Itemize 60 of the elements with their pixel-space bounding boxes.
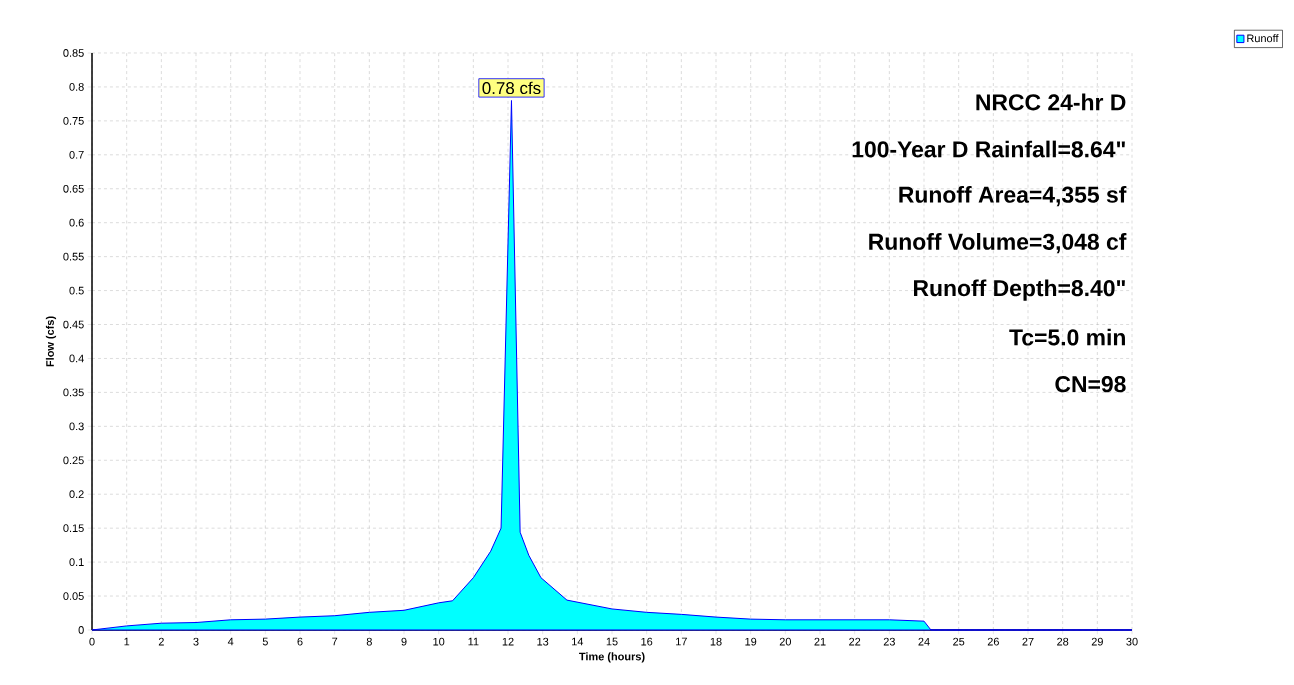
x-tick-label: 9 <box>401 637 407 646</box>
x-tick-label: 27 <box>1022 637 1034 646</box>
annotation: NRCC 24-hr D <box>976 93 1126 111</box>
legend-label: Runoff <box>1247 34 1279 43</box>
x-tick-label: 1 <box>124 637 130 646</box>
y-tick-label: 0.35 <box>63 388 84 397</box>
x-tick-label: 11 <box>468 637 479 646</box>
x-tick-label: 28 <box>1057 637 1069 646</box>
y-axis-title: Flow (cfs) <box>45 316 57 367</box>
x-tick-label: 8 <box>366 637 372 646</box>
x-tick-label: 17 <box>676 637 687 646</box>
x-tick-label: 22 <box>849 637 861 646</box>
x-tick-label: 0 <box>89 637 95 646</box>
x-axis-title: Time (hours) <box>579 652 645 663</box>
x-tick-label: 13 <box>537 637 549 646</box>
x-tick-label: 20 <box>779 637 791 646</box>
x-tick-label: 29 <box>1091 637 1103 646</box>
x-tick-label: 24 <box>918 637 930 646</box>
x-tick-label: 10 <box>433 637 445 646</box>
y-tick-label: 0.3 <box>69 422 84 431</box>
y-tick-label: 0.55 <box>63 252 84 261</box>
annotation: Runoff Volume=3,048 cf <box>869 233 1127 254</box>
y-tick-label: 0.1 <box>69 558 84 566</box>
y-tick-label: 0 <box>78 626 84 634</box>
y-tick-label: 0.15 <box>63 524 84 533</box>
x-tick-label: 18 <box>710 637 722 646</box>
y-tick-label: 0.25 <box>63 456 84 465</box>
x-tick-label: 6 <box>297 637 303 646</box>
y-tick-label: 0.6 <box>69 218 84 227</box>
y-tick-label: 0.7 <box>69 150 84 159</box>
y-tick-label: 0.65 <box>63 184 84 193</box>
x-tick-label: 21 <box>814 637 826 646</box>
x-tick-label: 2 <box>158 637 164 646</box>
y-tick-label: 0.45 <box>63 320 84 329</box>
x-tick-label: 3 <box>193 637 199 646</box>
y-tick-label: 0.4 <box>69 354 84 363</box>
x-tick-label: 26 <box>987 637 999 646</box>
y-tick-label: 0.2 <box>69 490 84 499</box>
annotation: 0.78 cfs <box>482 81 541 95</box>
x-tick-label: 30 <box>1126 637 1138 646</box>
y-tick-label: 0.05 <box>63 592 84 600</box>
annotation: Runoff Area=4,355 sf <box>899 186 1127 207</box>
x-tick-label: 16 <box>641 637 653 646</box>
annotation: 100-Year D Rainfall=8.64" <box>852 140 1125 158</box>
y-tick-label: 0.75 <box>63 117 84 125</box>
x-tick-label: 14 <box>572 637 584 646</box>
y-tick-label: 0.5 <box>69 286 84 295</box>
annotation: Runoff Depth=8.40" <box>914 279 1125 301</box>
x-tick-label: 25 <box>953 637 965 646</box>
x-tick-label: 15 <box>606 637 618 646</box>
x-tick-label: 7 <box>332 637 338 646</box>
x-tick-label: 23 <box>883 637 895 646</box>
x-tick-label: 19 <box>745 637 757 646</box>
x-tick-label: 4 <box>227 637 234 646</box>
y-tick-label: 0.8 <box>69 83 84 91</box>
annotation: CN=98 <box>1055 376 1126 393</box>
annotation: Tc=5.0 min <box>1009 328 1125 346</box>
y-tick-label: 0.85 <box>63 49 84 57</box>
x-tick-label: 12 <box>502 637 514 646</box>
x-tick-label: 5 <box>262 637 268 646</box>
